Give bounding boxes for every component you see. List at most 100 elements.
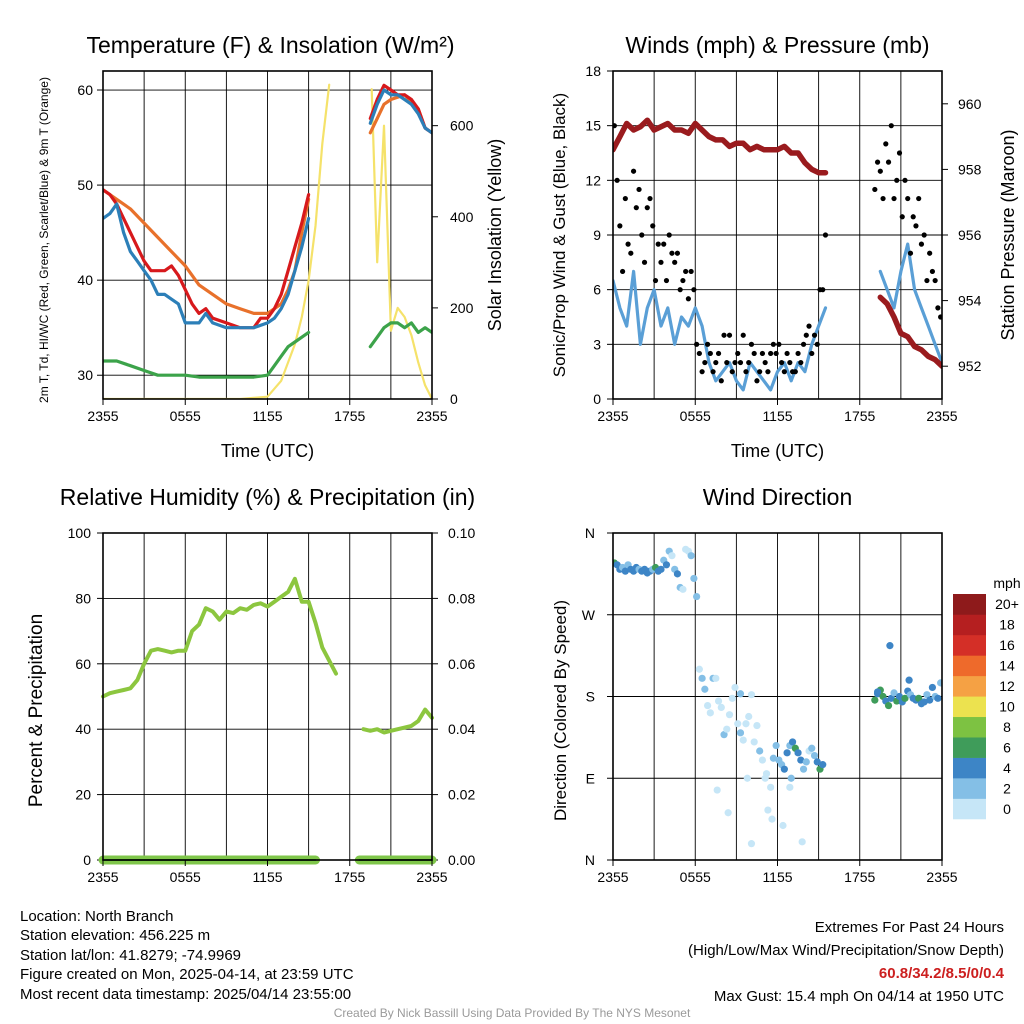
gust-point <box>613 123 617 129</box>
gust-point <box>658 259 664 265</box>
y-axis-label: Percent & Precipitation <box>26 614 47 807</box>
gust-point <box>902 177 908 183</box>
credit-line: Created By Nick Bassill Using Data Provi… <box>333 1006 691 1020</box>
direction-point <box>743 774 751 782</box>
gust-point <box>718 378 724 384</box>
gust-point <box>880 195 886 202</box>
gust-point <box>724 359 730 366</box>
direction-point <box>928 683 937 692</box>
gust-point <box>938 314 942 320</box>
x-tick-label: 2355 <box>87 869 118 885</box>
gust-point <box>633 205 639 211</box>
gust-point <box>707 350 713 357</box>
direction-point <box>731 683 739 692</box>
gust-point <box>899 214 905 220</box>
gust-point <box>636 186 642 193</box>
direction-point <box>788 738 797 746</box>
x-tick-label: 2355 <box>926 408 957 424</box>
x-tick-label: 1155 <box>762 869 792 885</box>
series-line-3 <box>103 88 432 330</box>
direction-point <box>762 770 771 778</box>
direction-point <box>714 697 723 705</box>
colorbar-swatch <box>953 737 986 758</box>
y-axis-label: Direction (Colored By Speed) <box>551 600 570 821</box>
direction-point <box>794 749 802 757</box>
gust-point <box>751 350 757 357</box>
direction-point <box>873 688 882 696</box>
gust-point <box>622 195 628 202</box>
direction-point <box>698 674 706 682</box>
gust-point <box>918 241 925 247</box>
gust-point <box>639 232 645 238</box>
gust-point <box>910 214 916 220</box>
direction-point <box>767 783 775 791</box>
y-tick-label: W <box>582 607 596 623</box>
gust-point <box>916 195 922 202</box>
gust-point <box>641 259 648 265</box>
gust-point <box>877 168 883 174</box>
gust-point <box>704 341 711 347</box>
y-tick-label: 12 <box>585 172 601 188</box>
gust-point <box>935 305 941 311</box>
gust-point <box>737 359 744 366</box>
direction-point <box>734 720 742 728</box>
colorbar-label: 10 <box>999 699 1015 715</box>
y2-tick-label: 0.00 <box>448 852 475 868</box>
gust-point <box>699 369 705 375</box>
chart-title: Temperature (F) & Insolation (W/m²) <box>86 32 454 58</box>
direction-point <box>934 694 942 702</box>
gust-point <box>757 369 763 375</box>
gust-point <box>628 250 634 256</box>
direction-point <box>758 756 767 764</box>
recent-timestamp: Most recent data timestamp: 2025/04/14 2… <box>20 985 352 1003</box>
x-tick-label: 2355 <box>926 869 957 885</box>
x-tick-label: 0555 <box>170 408 201 424</box>
gust-point <box>688 268 694 275</box>
y-tick-label: 18 <box>585 63 601 79</box>
gust-point <box>924 277 930 284</box>
gust-point <box>680 277 686 284</box>
gust-point <box>822 232 829 238</box>
x-tick-label: 1155 <box>762 408 792 424</box>
direction-point <box>753 721 761 730</box>
y-tick-label: 30 <box>77 367 93 383</box>
gust-point <box>905 195 911 202</box>
y2-axis-label: Solar Insolation (Yellow) <box>485 139 505 331</box>
x-tick-label: 1755 <box>844 869 875 885</box>
direction-point <box>810 751 819 760</box>
gust-point <box>814 341 820 347</box>
extremes-title: Extremes For Past 24 Hours <box>814 919 1004 936</box>
chart-title: Wind Direction <box>703 484 853 510</box>
gust-point <box>809 350 815 357</box>
gust-point <box>811 332 818 338</box>
gust-point <box>735 350 741 357</box>
gust-point <box>787 359 793 366</box>
gust-point <box>803 332 809 338</box>
x-tick-label: 1755 <box>844 408 875 424</box>
direction-point <box>736 729 745 737</box>
colorbar-swatch <box>953 757 986 779</box>
colorbar-swatch <box>953 696 986 718</box>
figure-created: Figure created on Mon, 2025-04-14, at 23… <box>20 966 354 984</box>
direction-point <box>720 731 728 739</box>
y2-tick-label: 956 <box>958 227 982 243</box>
direction-point <box>712 674 720 682</box>
direction-point <box>783 749 791 757</box>
colorbar-swatch <box>953 778 986 799</box>
direction-point <box>750 738 758 746</box>
gust-point <box>932 277 938 284</box>
chart-title: Winds (mph) & Pressure (mb) <box>625 32 929 58</box>
y-tick-label: 60 <box>75 656 91 672</box>
x-tick-label: 1755 <box>334 408 365 424</box>
direction-point <box>887 694 895 702</box>
direction-point <box>657 565 665 573</box>
direction-point <box>706 709 714 717</box>
gust-point <box>913 223 919 229</box>
direction-point <box>764 806 772 814</box>
x-tick-label: 1155 <box>252 408 282 424</box>
gust-point <box>784 350 790 357</box>
direction-point <box>786 783 794 791</box>
extremes-values: 60.8/34.2/8.5/0/0.4 <box>878 965 1004 982</box>
chart-title: Relative Humidity (%) & Precipitation (i… <box>60 484 475 510</box>
